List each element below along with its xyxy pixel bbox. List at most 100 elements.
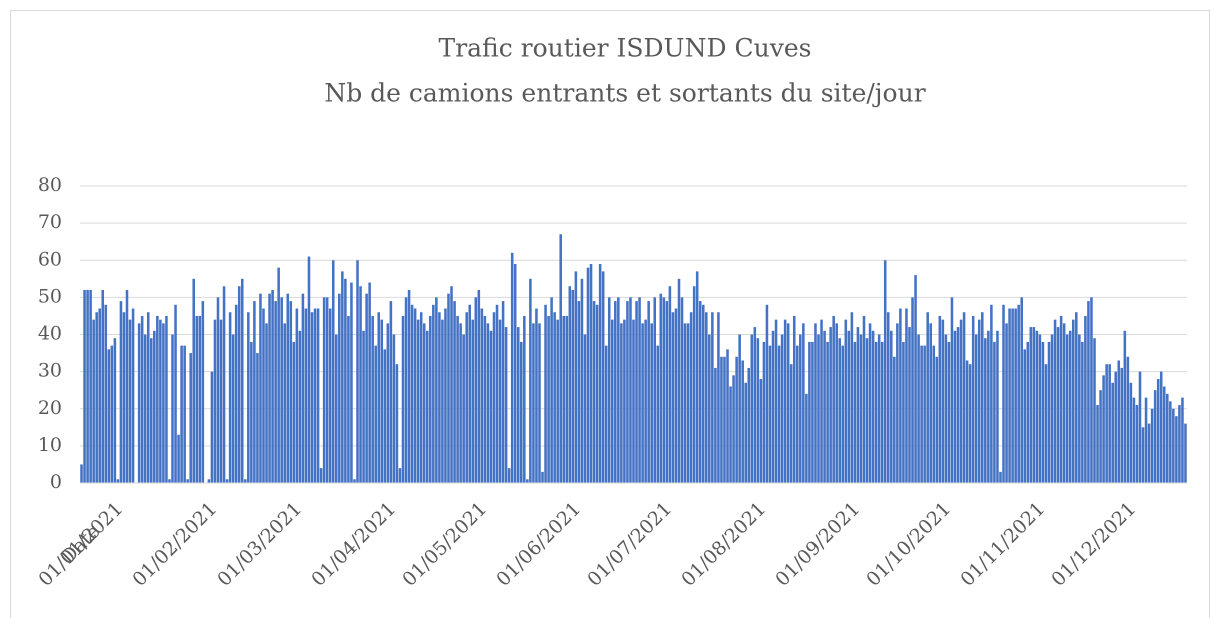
- bar: [1020, 297, 1023, 483]
- bar: [1017, 304, 1020, 483]
- bar: [447, 293, 450, 483]
- bar: [474, 297, 478, 483]
- bar: [635, 301, 638, 483]
- bar: [1135, 405, 1139, 483]
- bar: [307, 256, 311, 483]
- bar: [459, 323, 462, 483]
- bar: [1059, 315, 1063, 483]
- bar: [195, 315, 199, 483]
- bar: [783, 319, 787, 483]
- bar: [577, 301, 581, 483]
- bar: [1062, 323, 1066, 483]
- bar: [171, 334, 174, 483]
- bar: [395, 364, 399, 483]
- bar: [404, 297, 408, 483]
- bar: [313, 308, 317, 483]
- bar: [468, 304, 471, 483]
- bar: [1071, 319, 1075, 483]
- x-tick-label: 01/03/2021: [213, 498, 306, 591]
- bar: [674, 308, 678, 483]
- bar: [1105, 364, 1108, 483]
- bar: [595, 304, 599, 483]
- bar: [874, 341, 878, 483]
- bar: [1026, 341, 1030, 483]
- bar: [189, 353, 192, 483]
- bar: [914, 275, 917, 483]
- bar: [1159, 371, 1163, 483]
- bar: [122, 312, 126, 483]
- bar: [959, 319, 963, 483]
- bar: [398, 468, 402, 483]
- bar: [425, 330, 429, 483]
- y-tick-label: 40: [38, 323, 62, 345]
- bar: [759, 379, 763, 483]
- bar: [604, 345, 608, 483]
- bar: [149, 338, 153, 483]
- bar: [80, 464, 83, 483]
- x-tick-label: 01/01/2021: [34, 498, 127, 591]
- bar: [298, 330, 302, 483]
- bar: [553, 312, 556, 483]
- bar: [322, 297, 326, 483]
- bar: [617, 297, 620, 483]
- bar: [735, 356, 738, 483]
- bar: [950, 297, 954, 483]
- bar: [977, 319, 981, 483]
- bar: [623, 319, 626, 483]
- bar: [1120, 367, 1124, 483]
- bar: [153, 330, 156, 483]
- bar: [1169, 401, 1172, 483]
- bar: [225, 479, 229, 483]
- bar: [347, 315, 350, 483]
- bar: [856, 327, 860, 483]
- bar: [974, 334, 978, 483]
- bar: [559, 234, 562, 483]
- bar: [908, 327, 911, 483]
- bar: [926, 312, 929, 483]
- bar: [89, 289, 92, 483]
- bar: [516, 327, 520, 483]
- bar: [711, 312, 714, 483]
- bar: [432, 304, 435, 483]
- bar: [1114, 371, 1118, 483]
- bar: [483, 315, 487, 483]
- x-tick-label: 01/04/2021: [307, 498, 400, 591]
- bar: [786, 323, 790, 483]
- bar: [1093, 338, 1096, 483]
- bar: [304, 308, 308, 483]
- bar: [247, 312, 250, 483]
- bar: [1181, 397, 1184, 483]
- bar: [1035, 330, 1039, 483]
- bar: [829, 327, 832, 483]
- bar: [659, 293, 663, 483]
- bar: [131, 308, 135, 483]
- bar: [683, 323, 687, 483]
- bar: [83, 289, 86, 483]
- bar: [601, 271, 605, 483]
- bar: [990, 304, 993, 483]
- bar: [947, 341, 951, 483]
- bar: [941, 319, 945, 483]
- bar: [1108, 364, 1111, 483]
- bar: [802, 323, 805, 483]
- bar: [1178, 405, 1181, 483]
- bar: [865, 338, 869, 483]
- bar: [1102, 375, 1105, 483]
- bar: [717, 312, 720, 483]
- bar: [1144, 397, 1148, 483]
- bar: [686, 323, 690, 483]
- bar: [811, 341, 814, 483]
- bar: [562, 315, 566, 483]
- x-tick-label: 01/09/2021: [771, 498, 864, 591]
- bar: [962, 312, 966, 483]
- bar: [359, 286, 362, 483]
- bar: [156, 315, 159, 483]
- bar: [1123, 330, 1127, 483]
- bar: [183, 345, 186, 483]
- bar: [1096, 405, 1099, 483]
- bar: [586, 267, 590, 483]
- bar: [1117, 360, 1121, 483]
- bar: [274, 301, 277, 483]
- bar: [268, 293, 271, 483]
- bar: [981, 312, 984, 483]
